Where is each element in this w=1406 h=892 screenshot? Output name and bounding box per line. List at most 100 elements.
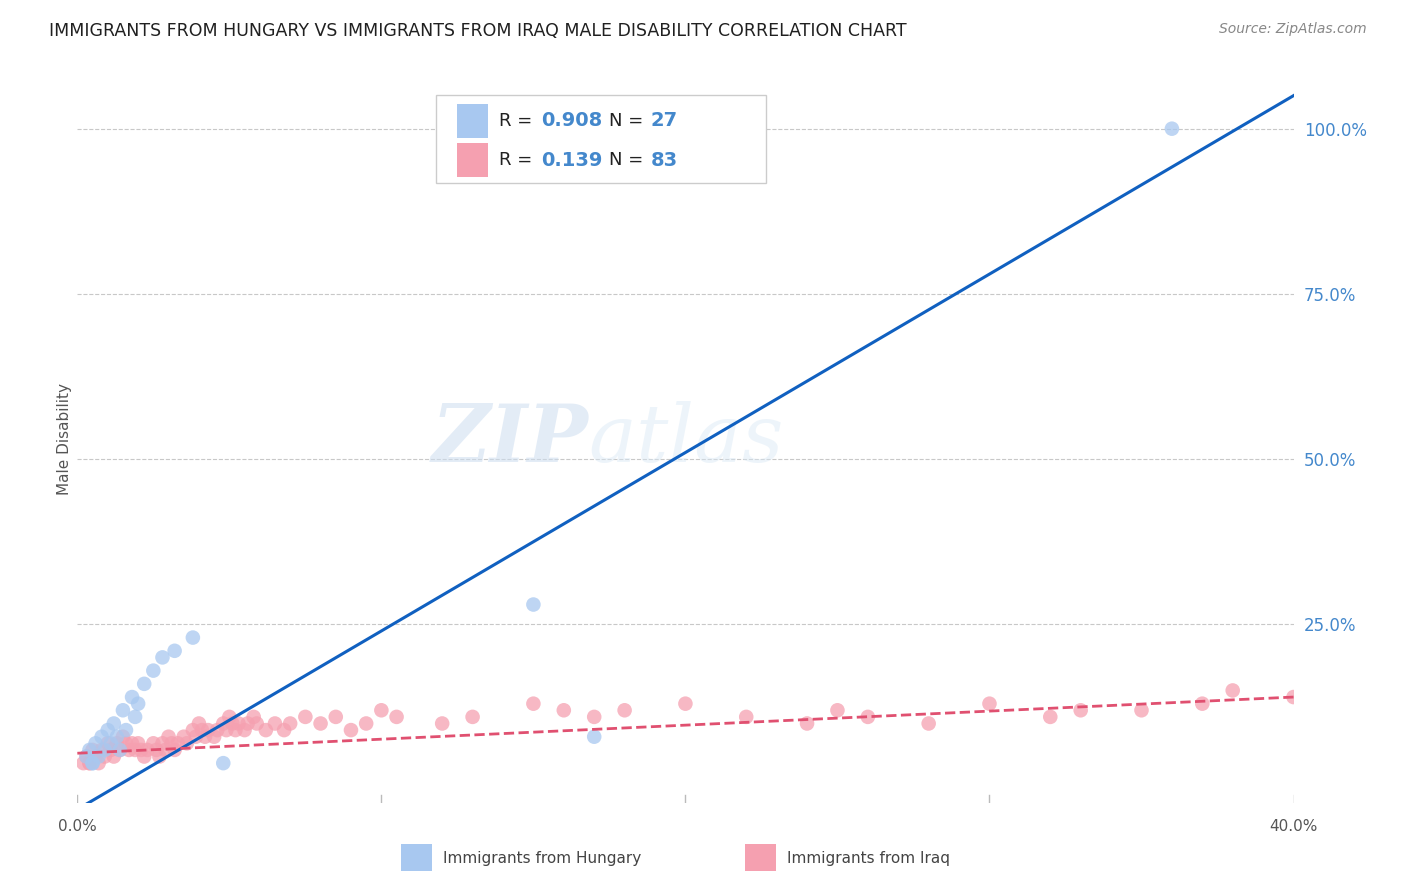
Point (370, 703, 392, 717)
Point (103, 749, 125, 764)
Point (385, 710, 408, 724)
Point (105, 730, 128, 744)
Point (90, 743, 112, 757)
Point (79, 743, 101, 757)
Point (184, 730, 207, 744)
Point (82, 756, 104, 771)
Point (675, 697, 697, 711)
Point (87, 756, 110, 771)
Text: 0.139: 0.139 (541, 151, 603, 169)
Point (72, 756, 94, 771)
Text: ZIP: ZIP (432, 401, 588, 478)
Point (97, 736, 120, 750)
Text: 0.908: 0.908 (541, 112, 603, 130)
Point (145, 743, 167, 757)
Point (1191, 697, 1213, 711)
Point (118, 743, 141, 757)
Point (212, 756, 235, 771)
Point (796, 716, 818, 731)
Text: R =: R = (499, 152, 533, 169)
Point (84, 736, 107, 750)
Point (79, 756, 101, 771)
Point (155, 743, 177, 757)
Point (100, 743, 122, 757)
Point (228, 716, 250, 731)
Text: 0.0%: 0.0% (58, 820, 97, 834)
Point (84, 749, 107, 764)
Point (264, 716, 287, 731)
Point (176, 736, 198, 750)
Point (522, 598, 544, 612)
Text: 83: 83 (651, 151, 678, 169)
Point (583, 710, 606, 724)
Point (273, 723, 295, 737)
Point (115, 736, 138, 750)
Point (111, 703, 134, 717)
Point (522, 697, 544, 711)
Point (202, 730, 225, 744)
Point (212, 716, 235, 731)
Point (82, 756, 104, 771)
Point (735, 710, 758, 724)
Point (157, 730, 180, 744)
Text: N =: N = (609, 112, 643, 130)
Point (224, 723, 246, 737)
Point (856, 710, 879, 724)
Point (1222, 683, 1244, 698)
Point (215, 723, 238, 737)
Point (1130, 703, 1153, 717)
Point (979, 697, 1001, 711)
Point (218, 710, 240, 724)
Text: IMMIGRANTS FROM HUNGARY VS IMMIGRANTS FROM IRAQ MALE DISABILITY CORRELATION CHAR: IMMIGRANTS FROM HUNGARY VS IMMIGRANTS FR… (49, 22, 907, 40)
Point (90, 730, 112, 744)
Point (136, 743, 159, 757)
Point (115, 723, 138, 737)
Text: R =: R = (499, 112, 533, 130)
Point (1282, 690, 1305, 704)
Point (583, 730, 606, 744)
Text: Immigrants from Hungary: Immigrants from Hungary (443, 851, 641, 865)
Point (242, 710, 264, 724)
Point (918, 716, 941, 731)
Point (100, 736, 122, 750)
Point (173, 730, 195, 744)
Point (148, 749, 170, 764)
Point (127, 736, 149, 750)
Point (236, 716, 259, 731)
Point (82, 743, 104, 757)
Point (461, 710, 484, 724)
Y-axis label: Male Disability: Male Disability (56, 384, 72, 495)
Point (152, 650, 174, 665)
Point (827, 703, 849, 717)
Point (163, 644, 186, 658)
Text: atlas: atlas (588, 401, 783, 478)
Point (108, 743, 131, 757)
Point (354, 716, 377, 731)
Point (87, 749, 110, 764)
Point (105, 736, 128, 750)
Point (142, 664, 165, 678)
Point (124, 710, 146, 724)
Point (553, 703, 575, 717)
Point (340, 723, 363, 737)
Point (166, 736, 188, 750)
Point (205, 723, 228, 737)
Point (254, 723, 277, 737)
Point (246, 716, 269, 731)
Point (432, 716, 454, 731)
Text: 40.0%: 40.0% (1270, 820, 1317, 834)
Point (197, 723, 219, 737)
Point (79, 756, 101, 771)
Point (108, 743, 131, 757)
Point (325, 710, 347, 724)
Point (134, 677, 156, 691)
Point (93, 749, 115, 764)
Point (181, 631, 204, 645)
Text: Immigrants from Iraq: Immigrants from Iraq (787, 851, 950, 865)
Point (142, 736, 165, 750)
Point (97, 723, 120, 737)
Text: Source: ZipAtlas.com: Source: ZipAtlas.com (1219, 22, 1367, 37)
Text: 27: 27 (651, 112, 678, 130)
Point (1070, 703, 1092, 717)
Point (181, 723, 204, 737)
